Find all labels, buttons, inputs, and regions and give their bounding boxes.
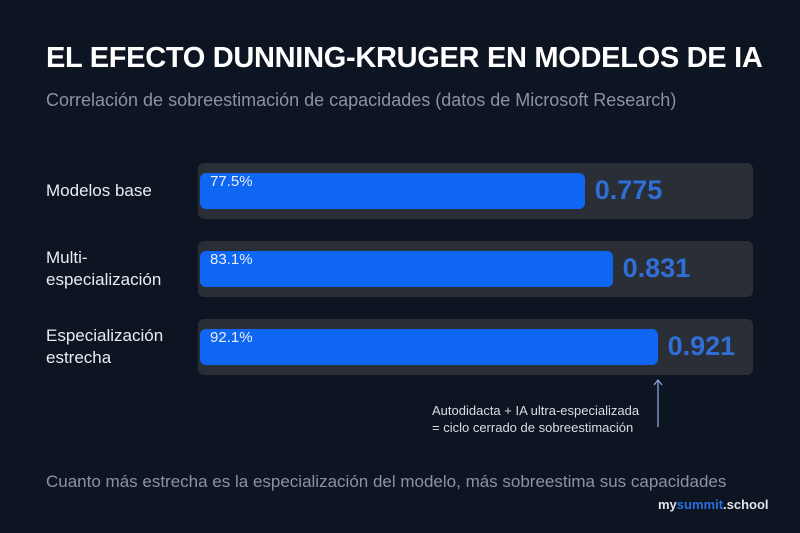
bar-row: Multi-especialización 83.1% 0.831 [0,241,800,297]
footer-caption: Cuanto más estrecha es la especializació… [46,472,727,491]
logo-brand: summit [676,497,724,512]
category-label-line: especialización [46,270,162,289]
percent-label: 92.1% [210,329,253,346]
category-label-line: Multi- [46,248,88,267]
value-label: 0.921 [667,331,736,361]
value-label: 0.775 [594,175,663,205]
bar-track: 77.5% 0.775 [198,163,753,219]
value-label: 0.831 [622,253,691,283]
percent-label: 83.1% [210,251,253,268]
annotation-line-1: Autodidacta + IA ultra-especializada [432,403,640,418]
bar [200,173,585,209]
bar-row: Especialización estrecha 92.1% 0.921 [0,319,800,375]
logo-suffix: .school [723,497,769,512]
watermark-logo: mysummit.school [658,497,769,512]
annotation-line-2: = ciclo cerrado de sobreestimación [432,420,634,435]
bar-track: 83.1% 0.831 [198,241,753,297]
annotation: Autodidacta + IA ultra-especializada = c… [432,402,639,436]
chart-subtitle: Correlación de sobreestimación de capaci… [46,90,677,110]
bar-row: Modelos base 77.5% 0.775 [0,163,800,219]
category-label: Multi-especialización [46,247,196,291]
chart-title: EL EFECTO DUNNING-KRUGER EN MODELOS DE I… [46,42,763,74]
category-label: Modelos base [46,180,196,202]
category-label-line: estrecha [46,348,112,367]
bar [200,251,613,287]
category-label-line: Modelos base [46,181,152,200]
percent-label: 77.5% [210,173,253,190]
logo-prefix: my [658,497,677,512]
bar-track: 92.1% 0.921 [198,319,753,375]
category-label: Especialización estrecha [46,325,196,369]
bar [200,329,658,365]
arrow-up-icon [653,378,663,427]
category-label-line: Especialización [46,326,164,345]
